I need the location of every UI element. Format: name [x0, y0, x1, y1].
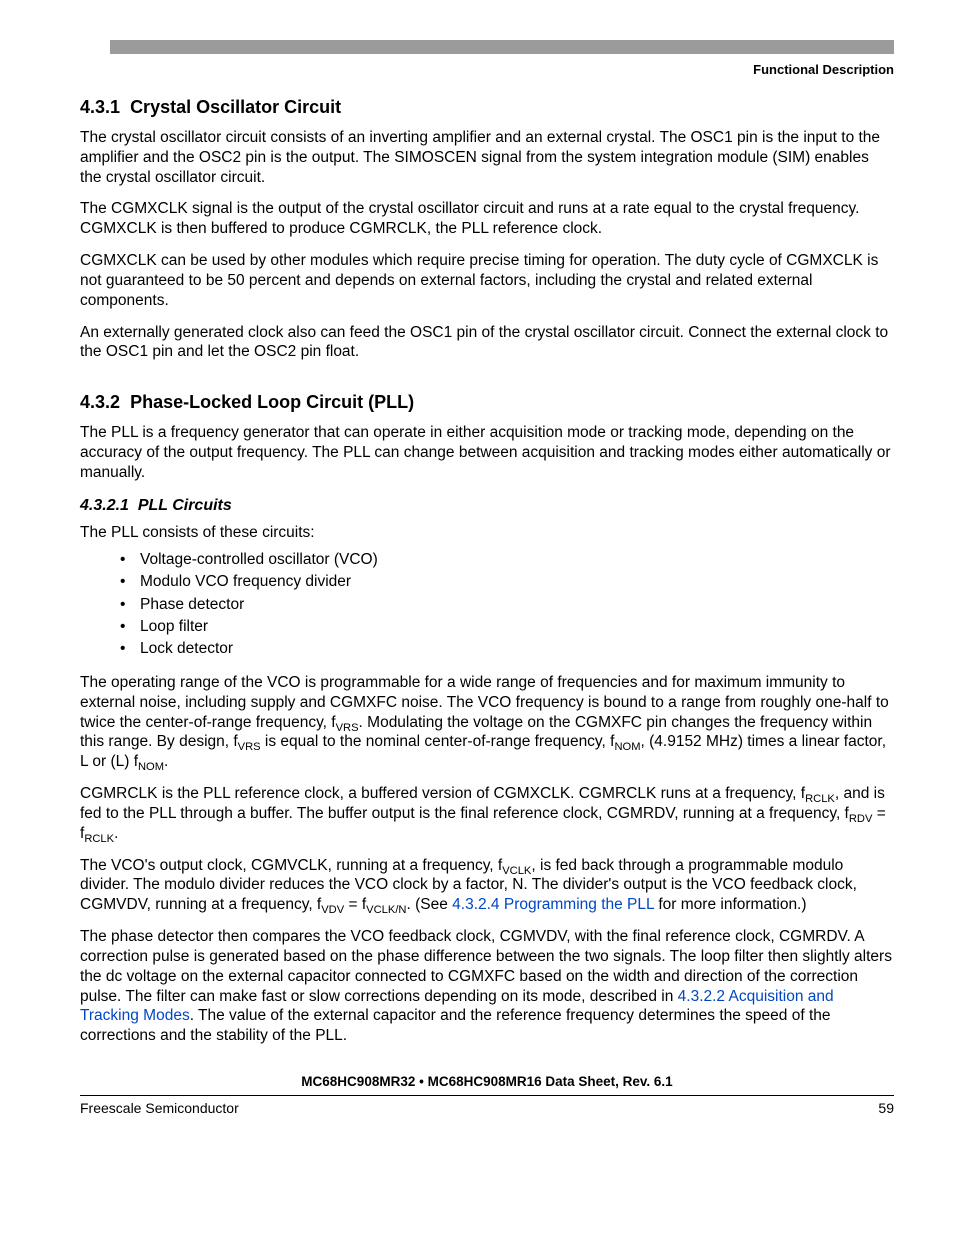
header-bar [110, 40, 894, 54]
heading-432: 4.3.2 Phase-Locked Loop Circuit (PLL) [80, 392, 894, 413]
para-vclk: The VCO's output clock, CGMVCLK, running… [80, 856, 894, 915]
pll-circuit-list: Voltage-controlled oscillator (VCO) Modu… [120, 549, 894, 661]
heading-4321: 4.3.2.1 PLL Circuits [80, 497, 894, 515]
heading-number: 4.3.1 [80, 97, 120, 117]
para: An externally generated clock also can f… [80, 323, 894, 363]
footer-doc-title: MC68HC908MR32 • MC68HC908MR16 Data Sheet… [80, 1074, 894, 1089]
para: The crystal oscillator circuit consists … [80, 128, 894, 187]
para: The PLL consists of these circuits: [80, 523, 894, 543]
footer-page-number: 59 [878, 1100, 894, 1116]
list-item: Loop filter [120, 616, 894, 638]
footer-rule [80, 1095, 894, 1096]
heading-title: PLL Circuits [138, 497, 232, 514]
heading-number: 4.3.2 [80, 392, 120, 412]
footer-left: Freescale Semiconductor [80, 1100, 239, 1116]
para: The PLL is a frequency generator that ca… [80, 423, 894, 482]
xref-link[interactable]: 4.3.2.4 Programming the PLL [452, 896, 654, 913]
page: Functional Description 4.3.1 Crystal Osc… [0, 0, 954, 1146]
heading-title: Crystal Oscillator Circuit [130, 97, 341, 117]
list-item: Lock detector [120, 638, 894, 660]
list-item: Phase detector [120, 594, 894, 616]
list-item: Voltage-controlled oscillator (VCO) [120, 549, 894, 571]
para-rclk: CGMRCLK is the PLL reference clock, a bu… [80, 784, 894, 843]
running-header: Functional Description [80, 62, 894, 77]
heading-title: Phase-Locked Loop Circuit (PLL) [130, 392, 414, 412]
footer-line: Freescale Semiconductor 59 [80, 1100, 894, 1116]
heading-number: 4.3.2.1 [80, 497, 129, 514]
heading-431: 4.3.1 Crystal Oscillator Circuit [80, 97, 894, 118]
para: The CGMXCLK signal is the output of the … [80, 199, 894, 239]
para: CGMXCLK can be used by other modules whi… [80, 251, 894, 310]
para-phase: The phase detector then compares the VCO… [80, 927, 894, 1046]
list-item: Modulo VCO frequency divider [120, 571, 894, 593]
para-vco: The operating range of the VCO is progra… [80, 673, 894, 772]
